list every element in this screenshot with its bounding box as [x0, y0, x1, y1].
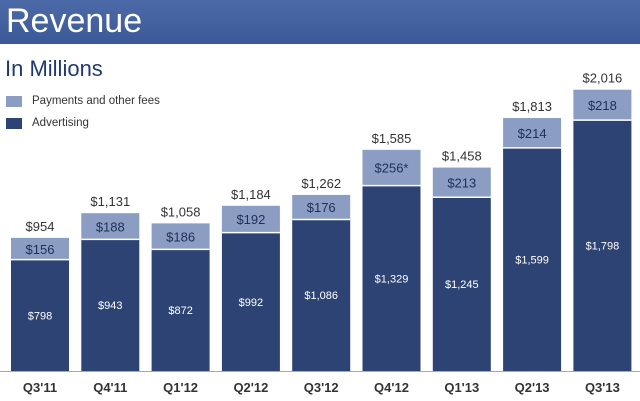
data-label-payments: $218: [588, 98, 617, 113]
data-label-payments: $186: [166, 229, 195, 244]
data-label-advertising: $1,798: [586, 241, 620, 253]
x-tick-label: Q3'13: [585, 380, 620, 395]
data-label-payments: $213: [447, 175, 476, 190]
bar-advertising: [292, 219, 351, 371]
data-label-payments: $156: [26, 242, 55, 257]
bar-advertising: [573, 120, 632, 371]
data-label-advertising: $1,599: [515, 254, 549, 266]
x-tick-label: Q2'13: [515, 380, 550, 395]
bar-payments: [362, 149, 421, 186]
legend: Payments and other fees Advertising: [6, 90, 160, 134]
data-label-total: $1,458: [442, 149, 482, 164]
data-label-payments: $188: [96, 219, 125, 234]
x-tick-label: Q2'12: [233, 380, 268, 395]
legend-swatch-advertising: [6, 117, 22, 129]
data-label-payments: $214: [518, 126, 547, 141]
bar-payments: [573, 89, 632, 121]
bar-payments: [221, 205, 280, 233]
x-tick-label: Q3'11: [23, 380, 57, 395]
x-tick-label: Q4'11: [93, 380, 127, 395]
x-tick-label: Q3'12: [304, 380, 339, 395]
bar-payments: [151, 223, 210, 250]
bar-advertising: [503, 147, 562, 371]
chart-subtitle: In Millions: [5, 56, 103, 81]
bar-payments: [81, 213, 140, 240]
data-label-advertising: $798: [28, 310, 52, 322]
bar-advertising: [362, 185, 421, 371]
bar-advertising: [221, 232, 280, 371]
data-label-total: $1,058: [161, 204, 201, 219]
data-label-payments: $176: [307, 200, 336, 215]
data-label-total: $1,131: [90, 194, 130, 209]
data-label-total: $2,016: [583, 71, 623, 86]
data-label-total: $1,813: [512, 99, 552, 114]
legend-swatch-payments: [6, 95, 22, 107]
chart-title: Revenue: [6, 2, 143, 40]
data-label-payments: $192: [236, 212, 265, 227]
bar-payments: [432, 167, 491, 198]
legend-label-advertising: Advertising: [32, 117, 89, 129]
legend-label-payments: Payments and other fees: [32, 95, 160, 107]
legend-item-advertising: Advertising: [6, 112, 160, 134]
data-label-advertising: $992: [239, 297, 263, 309]
data-label-total: $1,184: [231, 187, 271, 202]
bar-advertising: [11, 259, 69, 371]
data-label-total: $1,585: [372, 131, 412, 146]
bar-advertising: [81, 239, 140, 371]
bar-payments: [292, 194, 351, 220]
data-label-advertising: $1,086: [304, 290, 338, 302]
bar-advertising: [432, 197, 491, 371]
bar-payments: [11, 237, 69, 260]
x-tick-label: Q1'13: [444, 380, 479, 395]
data-label-advertising: $872: [168, 305, 192, 317]
data-label-advertising: $1,245: [445, 279, 479, 291]
data-label-total: $954: [26, 219, 55, 234]
bar-payments: [503, 118, 562, 148]
x-tick-label: Q4'12: [374, 380, 409, 395]
data-label-total: $1,262: [301, 176, 341, 191]
data-label-advertising: $943: [98, 300, 122, 312]
x-tick-label: Q1'12: [163, 380, 198, 395]
header-banner: Revenue: [0, 0, 640, 44]
data-label-advertising: $1,329: [375, 273, 409, 285]
legend-item-payments: Payments and other fees: [6, 90, 160, 112]
data-label-payments: $256*: [375, 161, 409, 176]
bar-advertising: [151, 249, 210, 371]
